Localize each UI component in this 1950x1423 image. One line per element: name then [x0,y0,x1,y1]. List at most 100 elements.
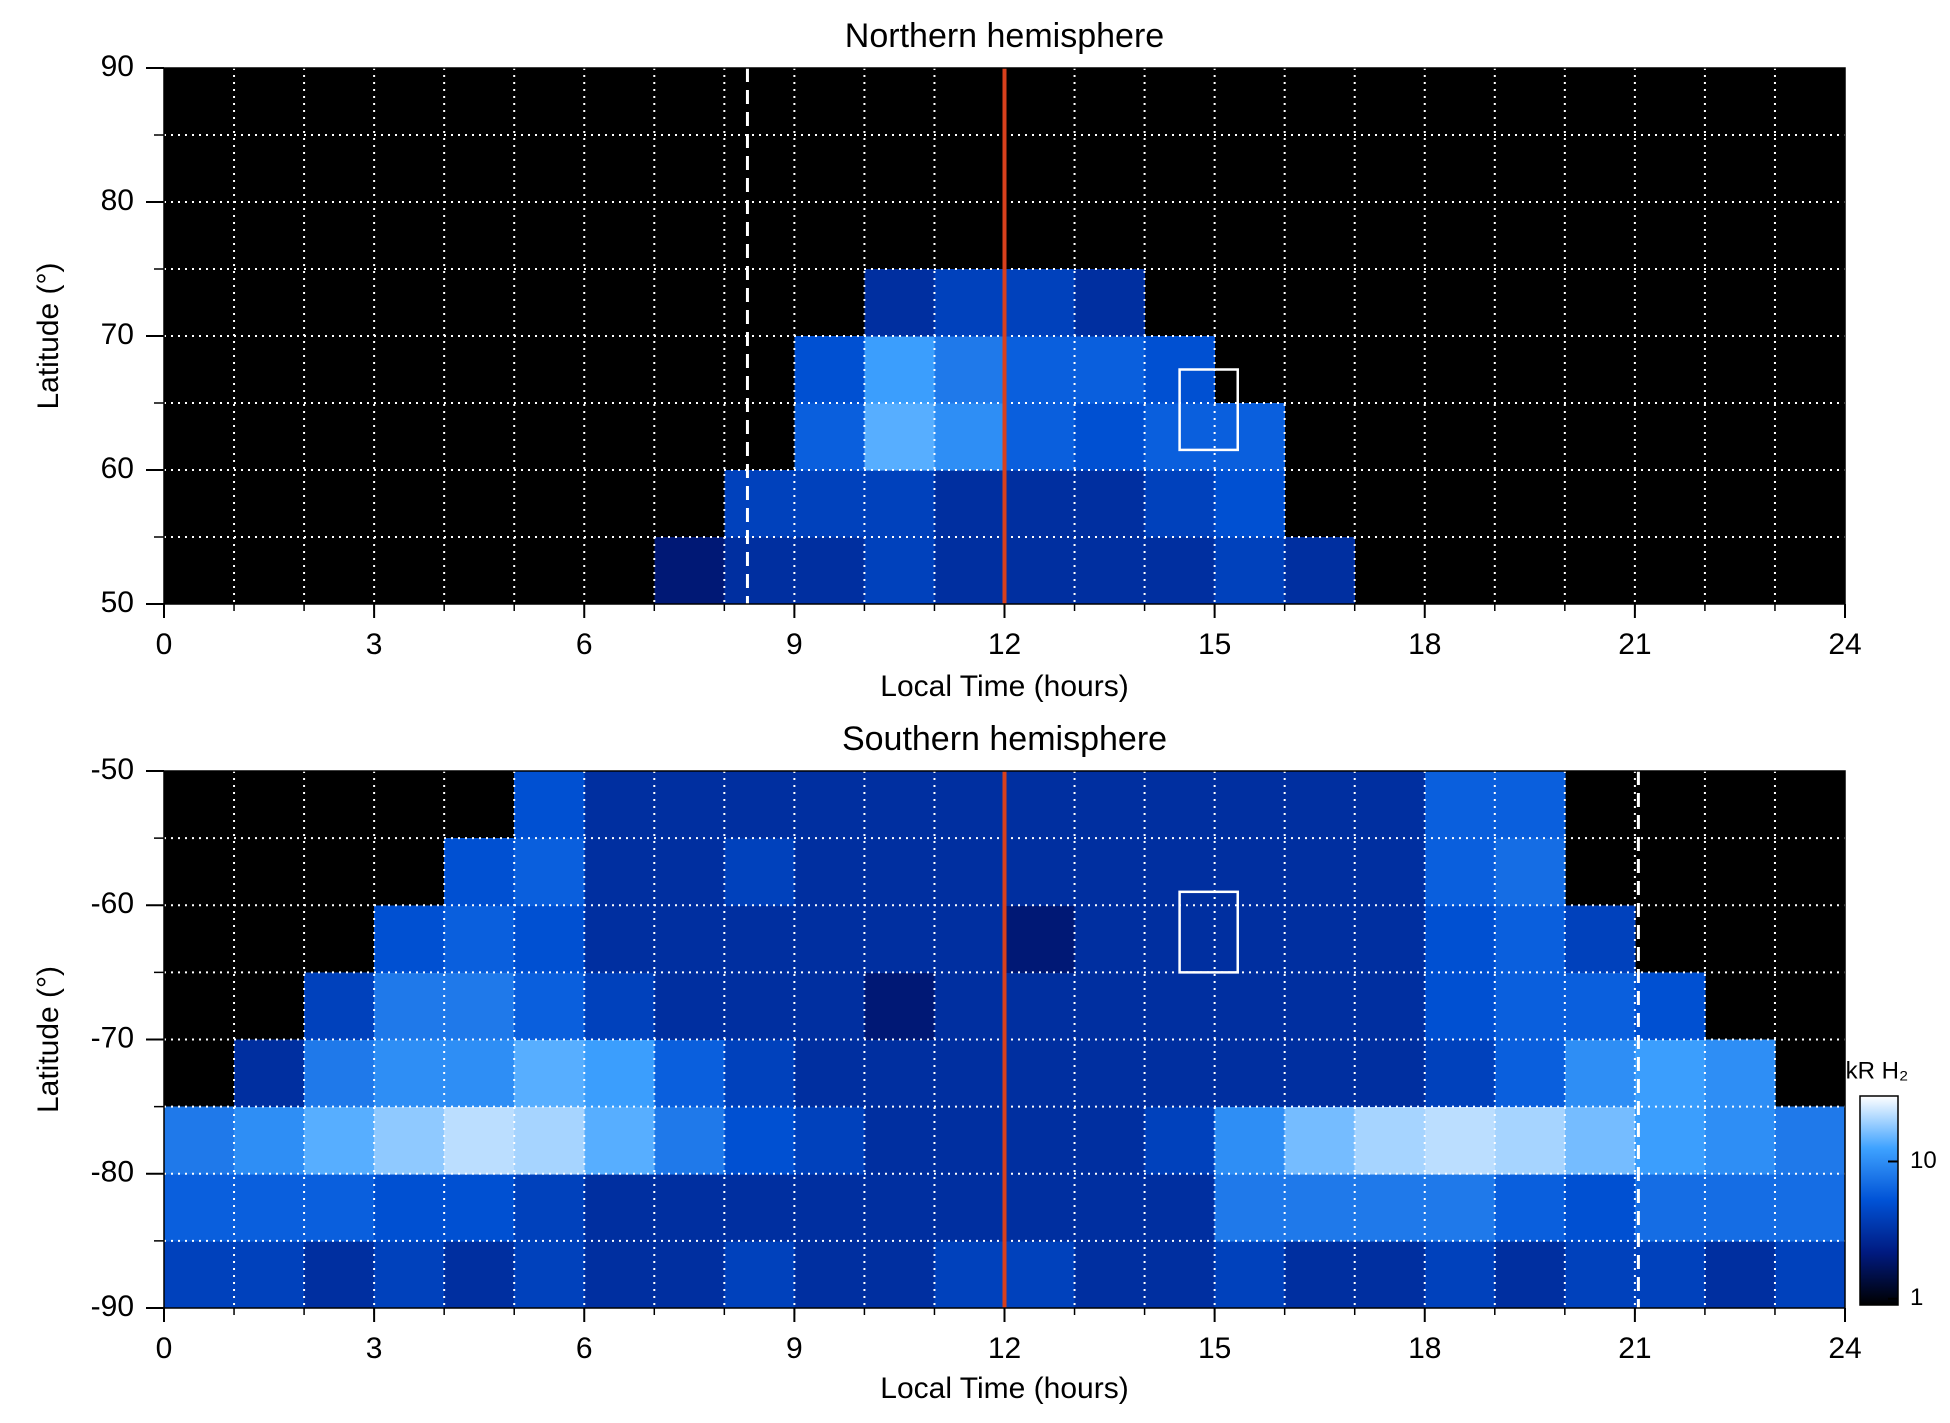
heatmap-cell [1564,1240,1636,1309]
heatmap-cell [794,1106,865,1175]
heatmap-cell [1144,1240,1216,1309]
x-tick-label: 12 [988,1332,1021,1365]
heatmap-cell [1424,1173,1496,1242]
heatmap-cell [374,1039,445,1108]
heatmap-cell [1424,1039,1496,1108]
heatmap-cell [374,1106,445,1175]
heatmap-cell [304,972,375,1040]
heatmap-cell [1144,771,1216,839]
heatmap-cell [1424,838,1496,906]
heatmap-cell [864,1173,935,1242]
heatmap-cell [794,838,865,906]
heatmap-cell [1284,905,1356,973]
heatmap-cell [1494,905,1566,973]
x-tick-label: 18 [1408,1332,1441,1365]
heatmap-cell [1774,1240,1846,1309]
heatmap-cell [1144,1106,1216,1175]
heatmap-cell [934,1173,1005,1242]
heatmap-cell [444,1173,515,1242]
heatmap-cell [1074,771,1146,839]
heatmap-cell [1074,972,1146,1040]
heatmap-cell [1494,1240,1566,1309]
heatmap-cell [584,1173,655,1242]
heatmap-cell [934,838,1005,906]
heatmap-cell [1284,1039,1356,1108]
heatmap-cell [444,838,515,906]
heatmap-cell [1074,1173,1146,1242]
heatmap-cell [864,537,935,605]
heatmap-cell [724,972,795,1040]
heatmap-cell [444,972,515,1040]
heatmap-cell [514,905,585,973]
heatmap-cell [1634,972,1706,1040]
heatmap-cell [1424,1106,1496,1175]
y-tick-label: 80 [101,184,134,217]
heatmap-cell [1214,972,1286,1040]
heatmap-cell [654,1039,725,1108]
heatmap-cell [934,771,1005,839]
heatmap-cell [654,537,725,605]
heatmap-cell [1214,905,1286,973]
heatmap-cell [864,838,935,906]
heatmap-cell [1354,972,1426,1040]
heatmap-cell [1354,838,1426,906]
heatmap-cell [1284,771,1356,839]
heatmap-cell [794,905,865,973]
heatmap-cell [1704,1106,1776,1175]
heatmap [654,269,1356,605]
heatmap-cell [1494,1173,1566,1242]
heatmap-cell [864,1106,935,1175]
heatmap-cell [794,972,865,1040]
heatmap-cell [514,838,585,906]
heatmap-cell [1424,771,1496,839]
chart-title: Southern hemisphere [842,720,1167,758]
heatmap-cell [934,470,1005,538]
heatmap-cell [1144,972,1216,1040]
heatmap-cell [1214,537,1286,605]
heatmap-cell [1004,1106,1076,1175]
heatmap-cell [1144,537,1216,605]
heatmap-cell [1424,1240,1496,1309]
heatmap-cell [234,1039,305,1108]
heatmap-cell [1494,972,1566,1040]
heatmap-cell [374,1240,445,1309]
heatmap-cell [1284,838,1356,906]
heatmap-cell [1634,1039,1706,1108]
heatmap-cell [1074,1039,1146,1108]
colorbar-label: kR H₂ [1846,1057,1909,1084]
heatmap-cell [1004,537,1076,605]
heatmap-cell [1214,838,1286,906]
heatmap-cell [864,972,935,1040]
heatmap-cell [1074,838,1146,906]
heatmap-cell [1494,1039,1566,1108]
heatmap-cell [514,1039,585,1108]
heatmap-cell [864,1240,935,1309]
heatmap-cell [864,336,935,404]
heatmap-cell [794,537,865,605]
heatmap-cell [724,1173,795,1242]
heatmap-cell [1284,1106,1356,1175]
heatmap-cell [1564,972,1636,1040]
heatmap-cell [584,838,655,906]
heatmap-cell [164,1240,235,1309]
heatmap-cell [1704,1039,1776,1108]
y-tick-label: 60 [101,452,134,485]
heatmap-cell [584,771,655,839]
heatmap-cell [724,470,795,538]
heatmap-cell [934,1039,1005,1108]
heatmap-cell [1494,838,1566,906]
colorbar [1859,1095,1899,1306]
heatmap-cell [1214,1173,1286,1242]
x-tick-label: 24 [1828,628,1861,661]
heatmap-cell [864,470,935,538]
heatmap-cell [1214,1106,1286,1175]
heatmap-cell [794,470,865,538]
heatmap-cell [1284,1240,1356,1309]
y-tick-label: -50 [91,753,134,786]
heatmap-cell [724,1240,795,1309]
heatmap-cell [1074,1240,1146,1309]
x-tick-label: 3 [366,1332,383,1365]
y-axis-title: Latitude (°) [32,966,65,1113]
